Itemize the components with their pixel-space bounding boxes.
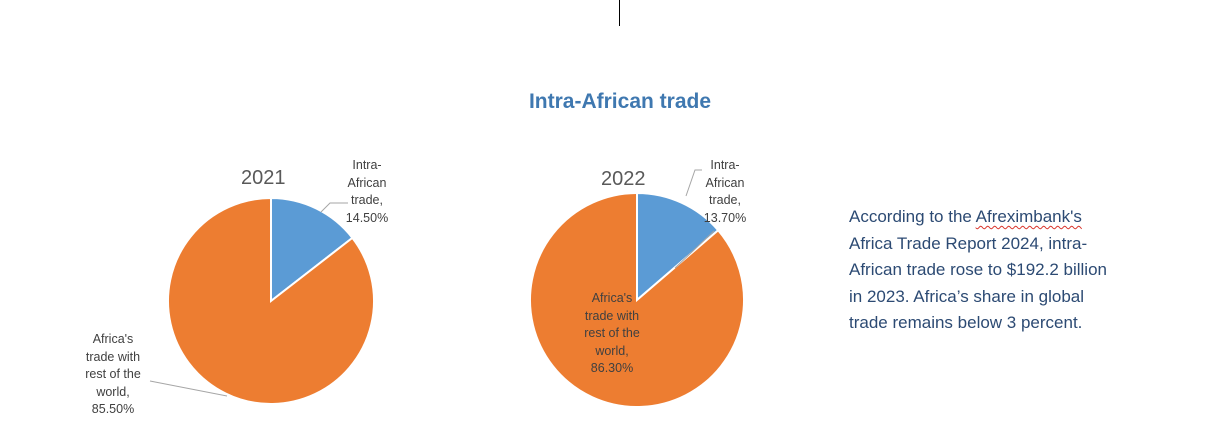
label-line: 13.70%	[703, 210, 747, 225]
label-line: trade with	[584, 308, 640, 323]
label-line: Intra-	[352, 158, 382, 172]
slice-label-rest-of-world-2021: Africa's trade with rest of the world, 8…	[76, 331, 150, 419]
label-line: world,	[595, 343, 629, 358]
pie-chart-2022	[529, 169, 745, 408]
note-text-part: Africa Trade Report 2024, intra-African …	[849, 233, 1107, 333]
text-cursor	[619, 0, 620, 26]
label-line: trade,	[709, 193, 741, 207]
page-title: Intra-African trade	[528, 90, 712, 113]
leader-line	[674, 230, 715, 269]
pie-slice-rest-of-world	[529, 191, 745, 408]
chart-title-2021: 2021	[241, 167, 286, 189]
leader-line	[320, 202, 348, 213]
label-line: African	[347, 175, 387, 190]
slice-label-rest-of-world-2022: Africa's trade with rest of the world, 8…	[575, 290, 649, 378]
spellcheck-flagged-word[interactable]: Afreximbank's	[975, 207, 1082, 226]
label-line: Africa's	[591, 291, 633, 305]
chart-title-2022: 2022	[601, 168, 646, 190]
label-line: African	[705, 175, 745, 190]
label-line: rest of the	[85, 367, 141, 381]
label-line: trade,	[351, 193, 383, 207]
label-line: 85.50%	[91, 402, 135, 416]
label-line: world,	[96, 384, 130, 399]
label-line: 86.30%	[590, 361, 634, 375]
pie-slice-intra-african	[270, 196, 354, 304]
pie-chart-2021	[149, 196, 375, 405]
label-line: 14.50%	[345, 210, 389, 225]
pie-slice-intra-african	[636, 191, 720, 303]
label-line: Intra-	[710, 158, 740, 172]
slice-label-intra-african-2021: Intra- African trade, 14.50%	[340, 157, 394, 227]
pie-slice-rest-of-world	[167, 196, 375, 405]
label-line: rest of the	[584, 326, 640, 340]
slice-label-intra-african-2022: Intra- African trade, 13.70%	[698, 157, 752, 227]
label-line: Africa's	[92, 332, 134, 346]
leader-line	[149, 380, 228, 397]
label-line: trade with	[85, 349, 141, 364]
leader-line	[685, 169, 702, 197]
note-text-part: According to the	[849, 207, 976, 226]
note-text: According to the Afreximbank's Africa Tr…	[849, 204, 1119, 337]
